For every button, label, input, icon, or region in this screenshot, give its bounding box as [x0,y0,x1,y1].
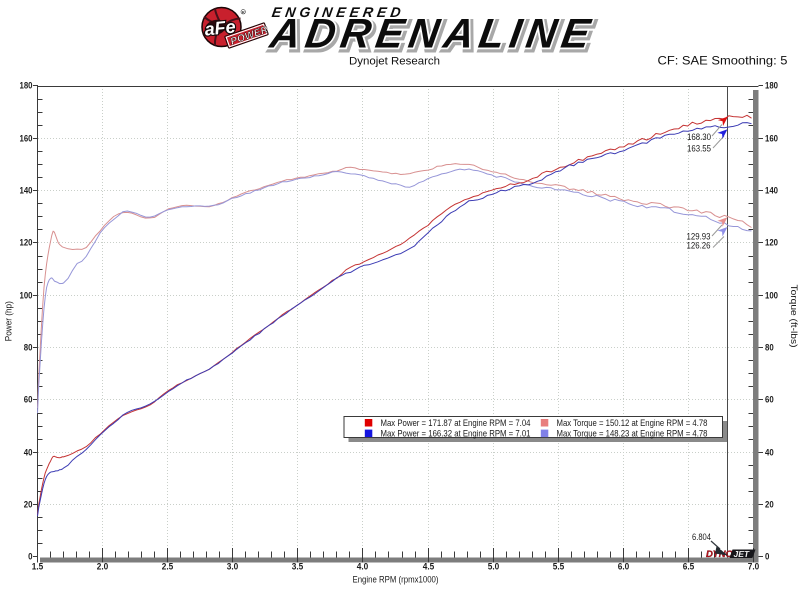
svg-text:2.0: 2.0 [97,562,109,572]
svg-text:1.5: 1.5 [32,562,44,572]
svg-text:126.26: 126.26 [687,241,711,252]
svg-text:6.0: 6.0 [618,562,630,572]
svg-text:180: 180 [20,81,33,91]
svg-text:80: 80 [765,343,774,353]
svg-text:ADRENALINE: ADRENALINE [266,10,598,57]
svg-text:168.30: 168.30 [687,132,711,143]
svg-text:JET: JET [734,549,750,559]
svg-text:Torque (ft-lbs): Torque (ft-lbs) [789,285,799,348]
svg-text:CF: SAE Smoothing: 5: CF: SAE Smoothing: 5 [658,54,788,68]
svg-text:4.0: 4.0 [357,562,369,572]
svg-text:60: 60 [24,395,33,405]
svg-text:DYNO: DYNO [706,549,733,560]
svg-text:3.5: 3.5 [292,562,304,572]
svg-text:180: 180 [765,81,778,91]
svg-text:Engine RPM (rpmx1000): Engine RPM (rpmx1000) [353,575,439,586]
svg-text:ENGINEERED: ENGINEERED [271,4,406,20]
svg-text:ENGINEERED: ENGINEERED [271,4,406,20]
svg-text:Power (hp): Power (hp) [4,301,14,341]
svg-text:0: 0 [28,552,32,562]
svg-text:160: 160 [20,134,33,144]
svg-text:Dynojet Research: Dynojet Research [349,56,440,68]
svg-text:Max Power = 171.87 at Engine R: Max Power = 171.87 at Engine RPM = 7.04 [381,418,531,429]
svg-text:4.5: 4.5 [423,562,435,572]
svg-text:60: 60 [765,395,774,405]
svg-text:163.55: 163.55 [687,144,711,155]
svg-text:R: R [242,10,245,15]
svg-text:2.5: 2.5 [162,562,174,572]
svg-text:ADRENALINE: ADRENALINE [266,10,598,57]
svg-text:120: 120 [20,238,33,248]
svg-text:5.0: 5.0 [488,562,500,572]
svg-text:6.804: 6.804 [692,532,711,543]
svg-text:7.0: 7.0 [748,562,760,572]
svg-text:20: 20 [24,500,33,510]
svg-text:Max Power = 166.32 at Engine R: Max Power = 166.32 at Engine RPM = 7.01 [381,428,531,439]
svg-text:0: 0 [765,552,769,562]
svg-text:40: 40 [24,448,33,458]
svg-text:160: 160 [765,134,778,144]
svg-text:120: 120 [765,238,778,248]
svg-text:40: 40 [765,448,774,458]
svg-text:6.5: 6.5 [683,562,695,572]
svg-text:100: 100 [765,291,778,301]
svg-text:140: 140 [20,186,33,196]
svg-text:140: 140 [765,186,778,196]
svg-text:3.0: 3.0 [227,562,239,572]
svg-text:Max Torque = 150.12 at Engine: Max Torque = 150.12 at Engine RPM = 4.78 [557,418,708,429]
svg-text:20: 20 [765,500,774,510]
svg-text:5.5: 5.5 [553,562,565,572]
svg-text:Max Torque = 148.23 at Engine: Max Torque = 148.23 at Engine RPM = 4.78 [557,428,708,439]
svg-text:ADRENALINE: ADRENALINE [268,12,600,59]
svg-text:aFe: aFe [204,16,237,39]
svg-text:129.93: 129.93 [687,232,711,243]
svg-text:100: 100 [20,291,33,301]
svg-text:80: 80 [24,343,33,353]
